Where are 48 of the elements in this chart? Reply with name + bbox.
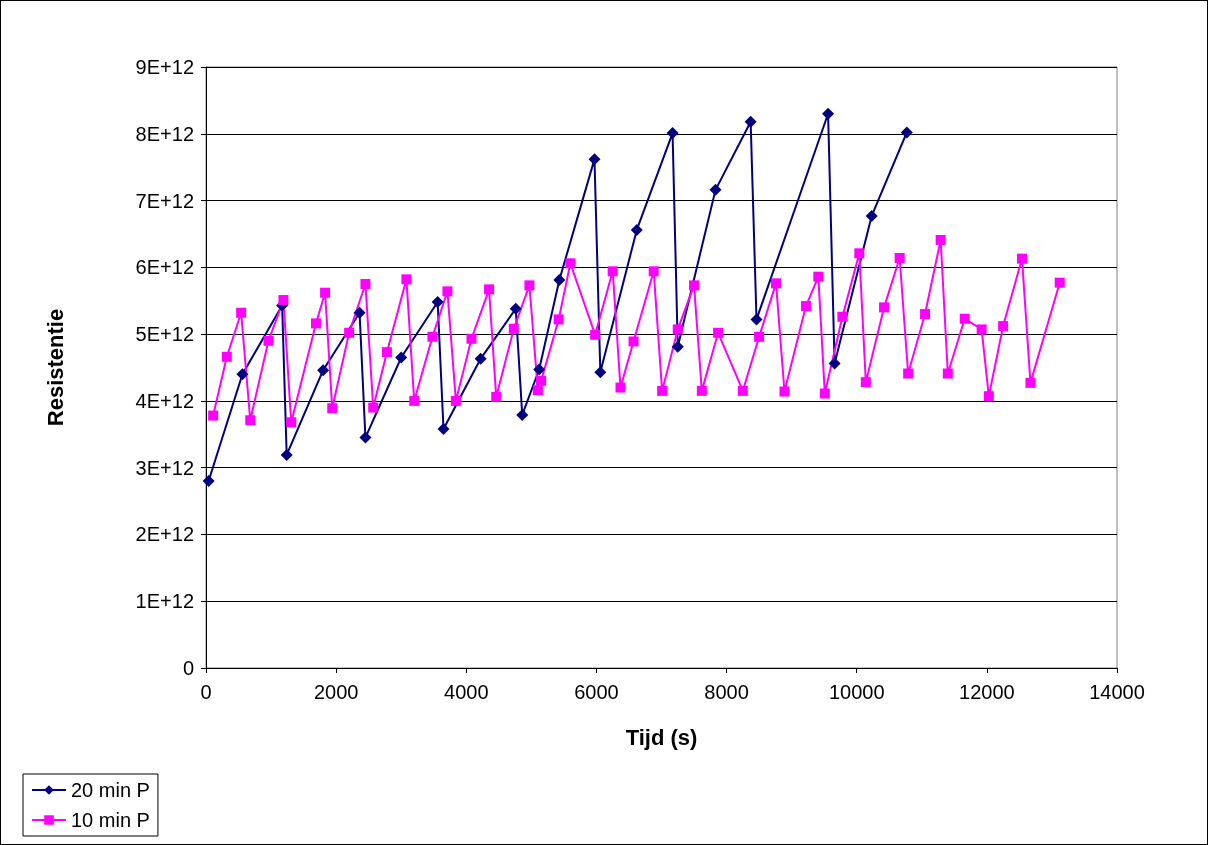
point <box>474 352 487 365</box>
point <box>280 448 293 461</box>
x-tick-label: 4000 <box>444 681 489 703</box>
x-tick-label: 12000 <box>959 681 1015 703</box>
point <box>709 183 722 196</box>
x-tick-label: 10000 <box>828 681 885 703</box>
point <box>666 127 679 140</box>
x-tick-label: 6000 <box>574 681 619 703</box>
point <box>744 115 757 128</box>
x-tick-label: 0 <box>200 681 212 703</box>
point <box>588 153 601 166</box>
y-tick-label: 3E+12 <box>135 456 194 479</box>
x-tick-label: 2000 <box>313 681 359 703</box>
y-tick-label: 7E+12 <box>135 189 194 212</box>
legend-label: 20 min P <box>71 779 150 801</box>
point <box>353 306 366 319</box>
point <box>359 431 372 444</box>
point <box>828 357 841 370</box>
point <box>516 408 529 421</box>
point <box>630 223 643 236</box>
y-axis-title: Resistentie <box>42 308 68 427</box>
y-tick-label: 6E+12 <box>135 256 194 279</box>
x-axis-title: Tijd (s) <box>625 724 698 750</box>
point <box>437 422 450 435</box>
x-tick-label: 14000 <box>1089 681 1145 703</box>
point <box>900 126 913 139</box>
y-tick-label: 0 <box>182 657 194 679</box>
y-tick-label: 4E+12 <box>135 389 194 412</box>
point <box>431 296 444 309</box>
point <box>553 274 566 287</box>
point <box>202 475 215 488</box>
point <box>533 363 546 376</box>
point <box>865 209 878 222</box>
point <box>395 351 408 364</box>
point <box>822 107 835 120</box>
y-tick-label: 9E+12 <box>135 56 194 78</box>
x-tick-label: 8000 <box>704 681 749 703</box>
point <box>317 364 330 377</box>
point <box>750 313 763 326</box>
y-tick-label: 5E+12 <box>135 323 194 346</box>
point <box>594 366 607 379</box>
point <box>236 368 249 381</box>
point <box>509 302 522 315</box>
y-tick-label: 1E+12 <box>135 590 194 613</box>
legend-label: 10 min P <box>71 809 150 831</box>
y-tick-label: 8E+12 <box>135 122 194 145</box>
point <box>671 340 684 353</box>
y-tick-label: 2E+12 <box>135 523 194 546</box>
